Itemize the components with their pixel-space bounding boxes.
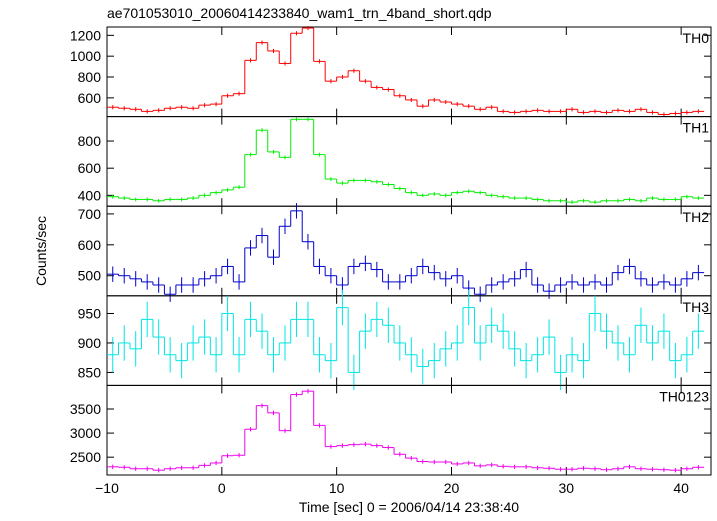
panel-frame	[106, 26, 712, 118]
panel-label: TH3	[683, 299, 710, 315]
x-tick-label: −10	[95, 480, 119, 496]
x-tick-label: 30	[559, 480, 575, 496]
y-tick-label: 600	[78, 160, 102, 176]
y-tick-label: 1200	[70, 27, 101, 43]
panel-frame	[106, 295, 712, 386]
y-tick-label: 600	[78, 237, 102, 253]
y-tick-label: 800	[78, 69, 102, 85]
panel-label: TH0123	[659, 388, 709, 404]
y-tick-label: 1000	[70, 48, 101, 64]
chart-title: ae701053010_20060414233840_wam1_trn_4ban…	[107, 5, 492, 21]
panel-frame	[106, 384, 712, 476]
y-tick-label: 700	[78, 206, 102, 222]
y-tick-label: 600	[78, 90, 102, 106]
y-tick-label: 3500	[70, 401, 101, 417]
x-tick-label: 40	[673, 480, 689, 496]
y-tick-label: 800	[78, 133, 102, 149]
y-tick-label: 500	[78, 268, 102, 284]
panel-label: TH0	[683, 30, 710, 46]
y-tick-label: 400	[78, 187, 102, 203]
panel-label: TH2	[683, 209, 710, 225]
panel-label: TH1	[683, 120, 710, 136]
x-axis-label: Time [sec] 0 = 2006/04/14 23:38:40	[299, 499, 519, 515]
panel-frame	[106, 205, 712, 297]
y-axis-label: Counts/sec	[33, 216, 49, 286]
y-tick-label: 900	[78, 335, 102, 351]
x-tick-label: 20	[444, 480, 460, 496]
y-tick-label: 850	[78, 364, 102, 380]
y-tick-label: 950	[78, 305, 102, 321]
x-tick-label: 0	[218, 480, 226, 496]
y-tick-label: 3000	[70, 425, 101, 441]
y-tick-label: 2500	[70, 449, 101, 465]
x-tick-label: 10	[329, 480, 345, 496]
